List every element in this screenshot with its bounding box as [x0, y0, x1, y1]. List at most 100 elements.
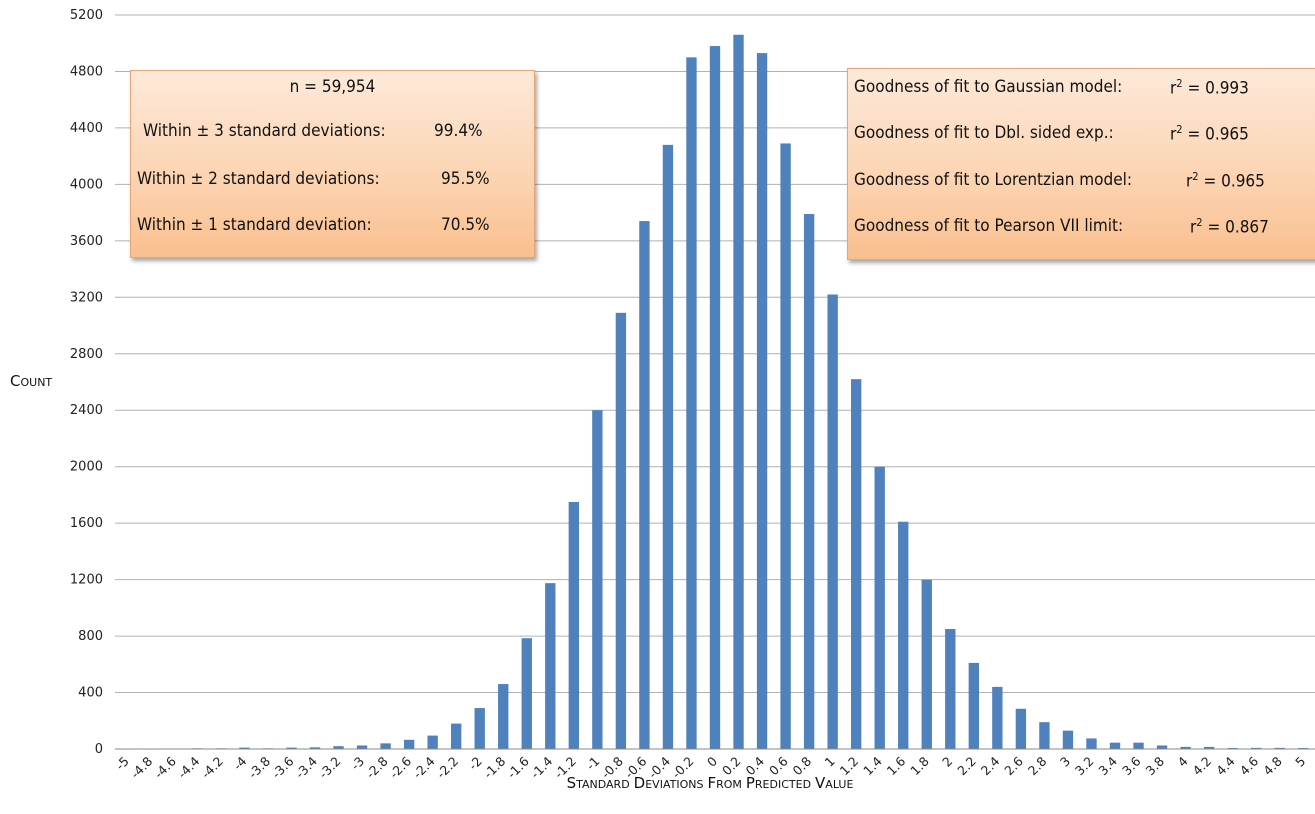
bar: [309, 747, 321, 749]
within-2sd-label: Within ± 2 standard deviations:: [137, 169, 380, 189]
y-axis-label: COUNT: [10, 372, 52, 390]
bar: [239, 747, 250, 749]
x-tick-label: -4.6: [151, 753, 179, 781]
within-1sd-label: Within ± 1 standard deviation:: [137, 215, 372, 235]
bar: [1086, 738, 1097, 749]
bar: [427, 735, 438, 749]
r-value: = 0.993: [1182, 78, 1249, 99]
x-tick-label: 1.6: [884, 753, 909, 778]
bar: [1015, 708, 1027, 749]
x-tick-label: 0.2: [719, 754, 744, 779]
y-tick-label: 4400: [70, 121, 103, 136]
y-tick-label: 400: [78, 686, 103, 701]
x-tick-label: -2.2: [433, 754, 461, 782]
bar: [733, 34, 744, 750]
bars: [121, 34, 1309, 750]
within-1sd-value: 70.5%: [441, 215, 490, 235]
x-tick-label: 4.4: [1213, 753, 1238, 778]
x-tick-label: -2.4: [410, 753, 438, 781]
bar: [568, 501, 579, 749]
x-tick-label: 2.8: [1025, 753, 1050, 778]
bar: [1274, 747, 1285, 749]
x-tick-label: -3.8: [245, 753, 273, 781]
bar: [1203, 746, 1215, 749]
r-exponent: 2: [1196, 216, 1203, 229]
y-tick-label: 2400: [70, 403, 103, 418]
x-tick-label: 2: [939, 754, 955, 770]
x-tick-label: -4.4: [175, 753, 203, 781]
x-tick-label: -3.6: [269, 753, 297, 781]
x-axis-label: STANDARD DEVIATIONS FROM PREDICTED VALUE: [567, 774, 854, 792]
x-tick-label: 4.8: [1260, 753, 1285, 778]
bar: [898, 521, 909, 749]
x-tick-label: 2.6: [1001, 753, 1026, 778]
pearson-fit-value: r2 = 0.867: [1190, 216, 1269, 238]
x-tick-label: 4: [1174, 753, 1190, 769]
bar: [1062, 730, 1074, 749]
r-symbol: r: [1186, 171, 1193, 192]
x-tick-label: 3.2: [1072, 754, 1097, 779]
y-tick-label: 5200: [70, 8, 103, 23]
bar: [851, 379, 862, 749]
bar: [803, 214, 815, 749]
r-exponent: 2: [1192, 170, 1199, 183]
bar: [521, 638, 532, 749]
bar: [545, 583, 556, 749]
x-tick-label: 0.6: [766, 753, 791, 778]
double-exp-fit-value: r2 = 0.965: [1170, 123, 1249, 145]
bar: [709, 46, 721, 750]
double-exp-fit-label: Goodness of fit to Dbl. sided exp.:: [854, 123, 1114, 143]
bar: [1133, 742, 1144, 749]
bar: [639, 221, 650, 750]
y-tick-label: 2800: [70, 347, 103, 362]
x-tick-label: 1.8: [907, 753, 932, 778]
y-tick-label: 800: [78, 629, 103, 644]
within-2sd-value: 95.5%: [441, 169, 490, 189]
bar: [1251, 747, 1262, 749]
r-symbol: r: [1170, 78, 1177, 99]
bar: [1109, 742, 1121, 749]
y-tick-label: 4800: [70, 64, 103, 79]
bar: [474, 708, 485, 749]
y-tick-label: 2000: [70, 460, 103, 475]
goodness-of-fit-box: Goodness of fit to Gaussian model: r2 = …: [847, 68, 1315, 260]
pearson-fit-label: Goodness of fit to Pearson VII limit:: [854, 216, 1124, 236]
bar: [356, 745, 368, 749]
bar: [615, 312, 627, 749]
x-tick-label: 2.2: [954, 754, 979, 779]
lorentzian-fit-value: r2 = 0.965: [1186, 170, 1265, 192]
bar: [1180, 746, 1191, 749]
r-value: = 0.965: [1182, 124, 1249, 145]
x-tick-label: -1.8: [481, 753, 509, 781]
sample-size-label: n = 59,954: [289, 77, 376, 97]
r-value: = 0.867: [1202, 217, 1269, 238]
y-tick-label: 3200: [70, 290, 103, 305]
bar: [592, 410, 603, 749]
x-tick-label: 3.8: [1143, 753, 1168, 778]
bar: [286, 747, 297, 749]
bar: [451, 723, 462, 749]
x-tick-label: 0: [704, 753, 720, 769]
bar: [498, 684, 509, 749]
bar: [968, 662, 979, 749]
gaussian-fit-label: Goodness of fit to Gaussian model:: [854, 77, 1123, 97]
bar: [921, 579, 932, 749]
x-tick-label: 3: [1057, 754, 1073, 770]
y-tick-label: 1200: [70, 573, 103, 588]
x-tick-label: -1.6: [504, 753, 532, 781]
r-symbol: r: [1190, 217, 1197, 238]
lorentzian-fit-label: Goodness of fit to Lorentzian model:: [854, 170, 1133, 190]
bar: [874, 466, 885, 749]
x-tick-label: 3.4: [1095, 753, 1120, 778]
bar: [333, 746, 344, 749]
bar: [1156, 745, 1168, 749]
y-tick-label: 4000: [70, 177, 103, 192]
x-tick-label: 4.2: [1190, 754, 1215, 779]
gaussian-fit-value: r2 = 0.993: [1170, 77, 1249, 99]
within-3sd-value: 99.4%: [434, 121, 483, 141]
x-tick-label: 2.4: [978, 753, 1003, 778]
bar: [380, 743, 391, 749]
bar: [780, 143, 791, 749]
r-symbol: r: [1170, 124, 1177, 145]
y-tick-label: 3600: [70, 234, 103, 249]
